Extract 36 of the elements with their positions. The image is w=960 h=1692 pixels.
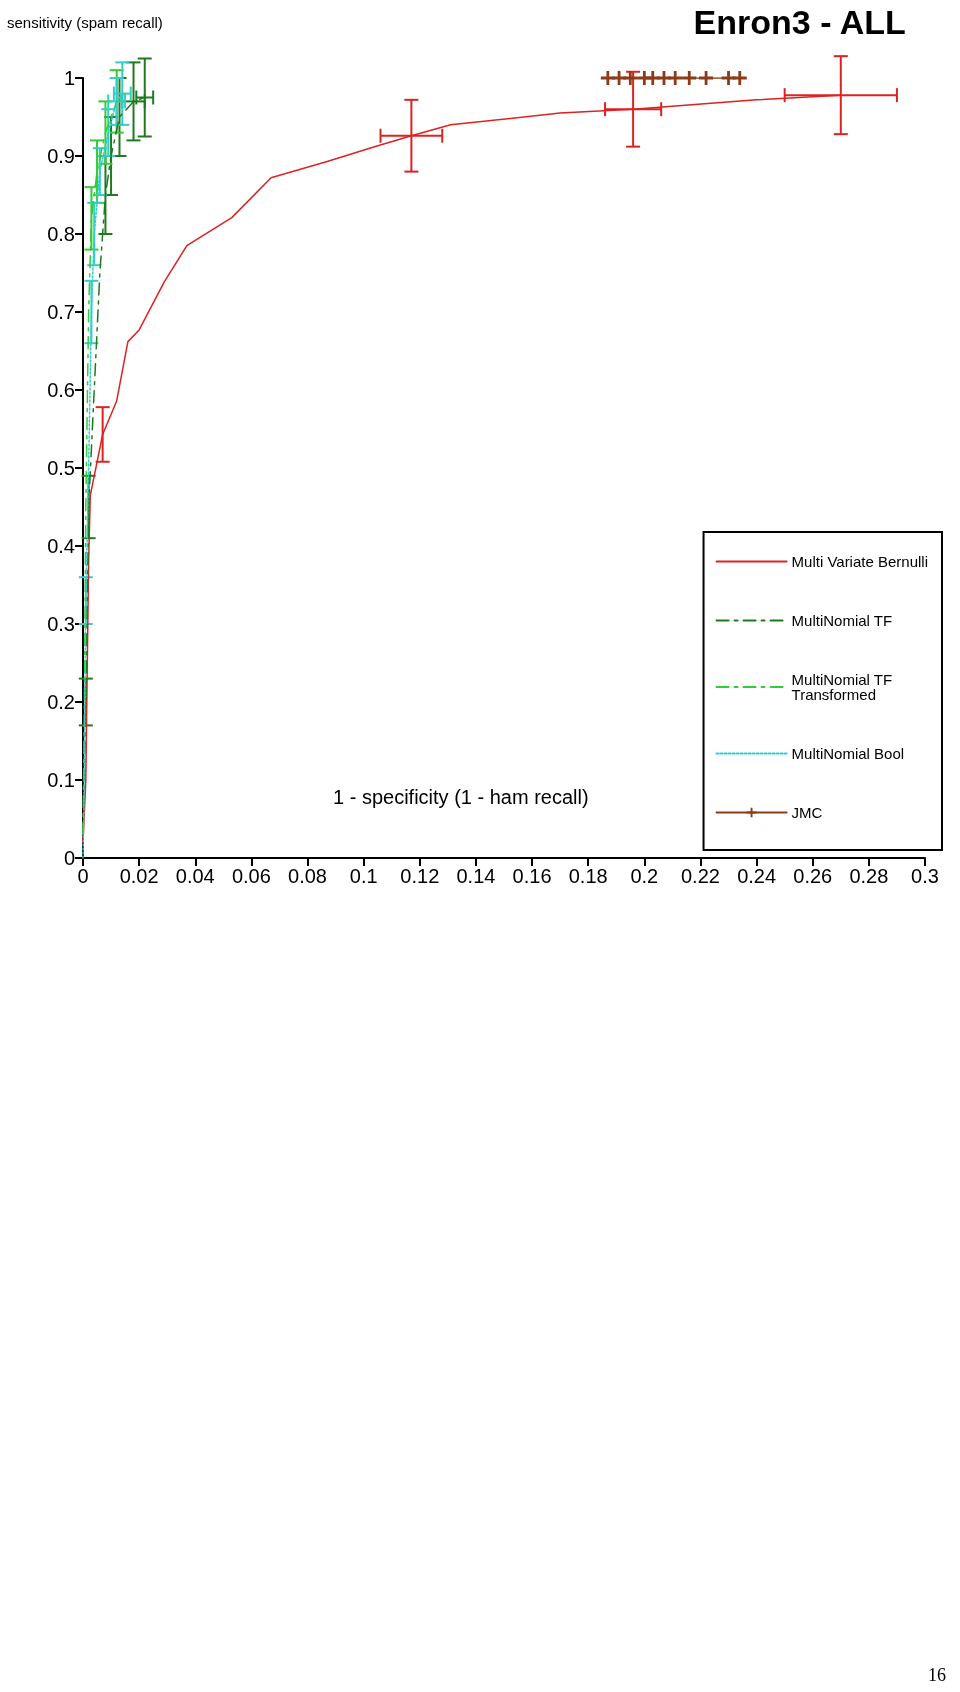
x-tick-label: 0.28 <box>849 865 889 887</box>
y-tick-label: 1 <box>63 67 75 89</box>
x-tick-label: 0.22 <box>681 865 720 887</box>
x-tick-label: 0.02 <box>119 865 159 887</box>
y-tick-label: 0.7 <box>47 301 75 323</box>
y-tick-label: 0.1 <box>47 769 75 791</box>
x-tick-label: 0.24 <box>737 865 777 887</box>
x-tick-label: 0.08 <box>288 865 327 887</box>
x-tick-label: 0.3 <box>911 865 939 887</box>
legend-label: MultiNomial TF <box>791 612 893 629</box>
y-tick-label: 0.5 <box>47 457 75 479</box>
x-tick-label: 0.12 <box>400 865 440 887</box>
x-tick-label: 0.04 <box>175 865 215 887</box>
x-tick-label: 0.14 <box>456 865 496 887</box>
x-tick-label: 0.2 <box>630 865 659 887</box>
legend-label: MultiNomial TF Transformed <box>791 671 893 703</box>
legend-label: MultiNomial Bool <box>791 745 905 762</box>
y-tick-label: 0.8 <box>47 223 75 245</box>
x-tick-label: 0.26 <box>793 865 833 887</box>
y-tick-label: 0.6 <box>47 379 75 401</box>
x-tick-label: 0.16 <box>512 865 552 887</box>
x-tick-label: 0.18 <box>568 865 608 887</box>
chart-title: Enron3 - ALL <box>693 3 906 41</box>
x-tick-label: 0 <box>77 865 89 887</box>
y-tick-label: 0 <box>63 847 75 869</box>
x-tick-label: 0.06 <box>231 865 271 887</box>
y-axis-title: sensitivity (spam recall) <box>7 14 163 31</box>
text: 16 <box>928 1665 946 1685</box>
y-tick-label: 0.9 <box>47 145 75 167</box>
x-axis-title: 1 - specificity (1 - ham recall) <box>333 786 589 808</box>
legend-label: JMC <box>791 804 823 821</box>
legend-label: Multi Variate Bernulli <box>791 553 929 570</box>
y-tick-label: 0.2 <box>47 691 75 713</box>
y-tick-label: 0.4 <box>47 535 75 557</box>
x-tick-label: 0.1 <box>349 865 378 887</box>
y-tick-label: 0.3 <box>47 613 75 635</box>
